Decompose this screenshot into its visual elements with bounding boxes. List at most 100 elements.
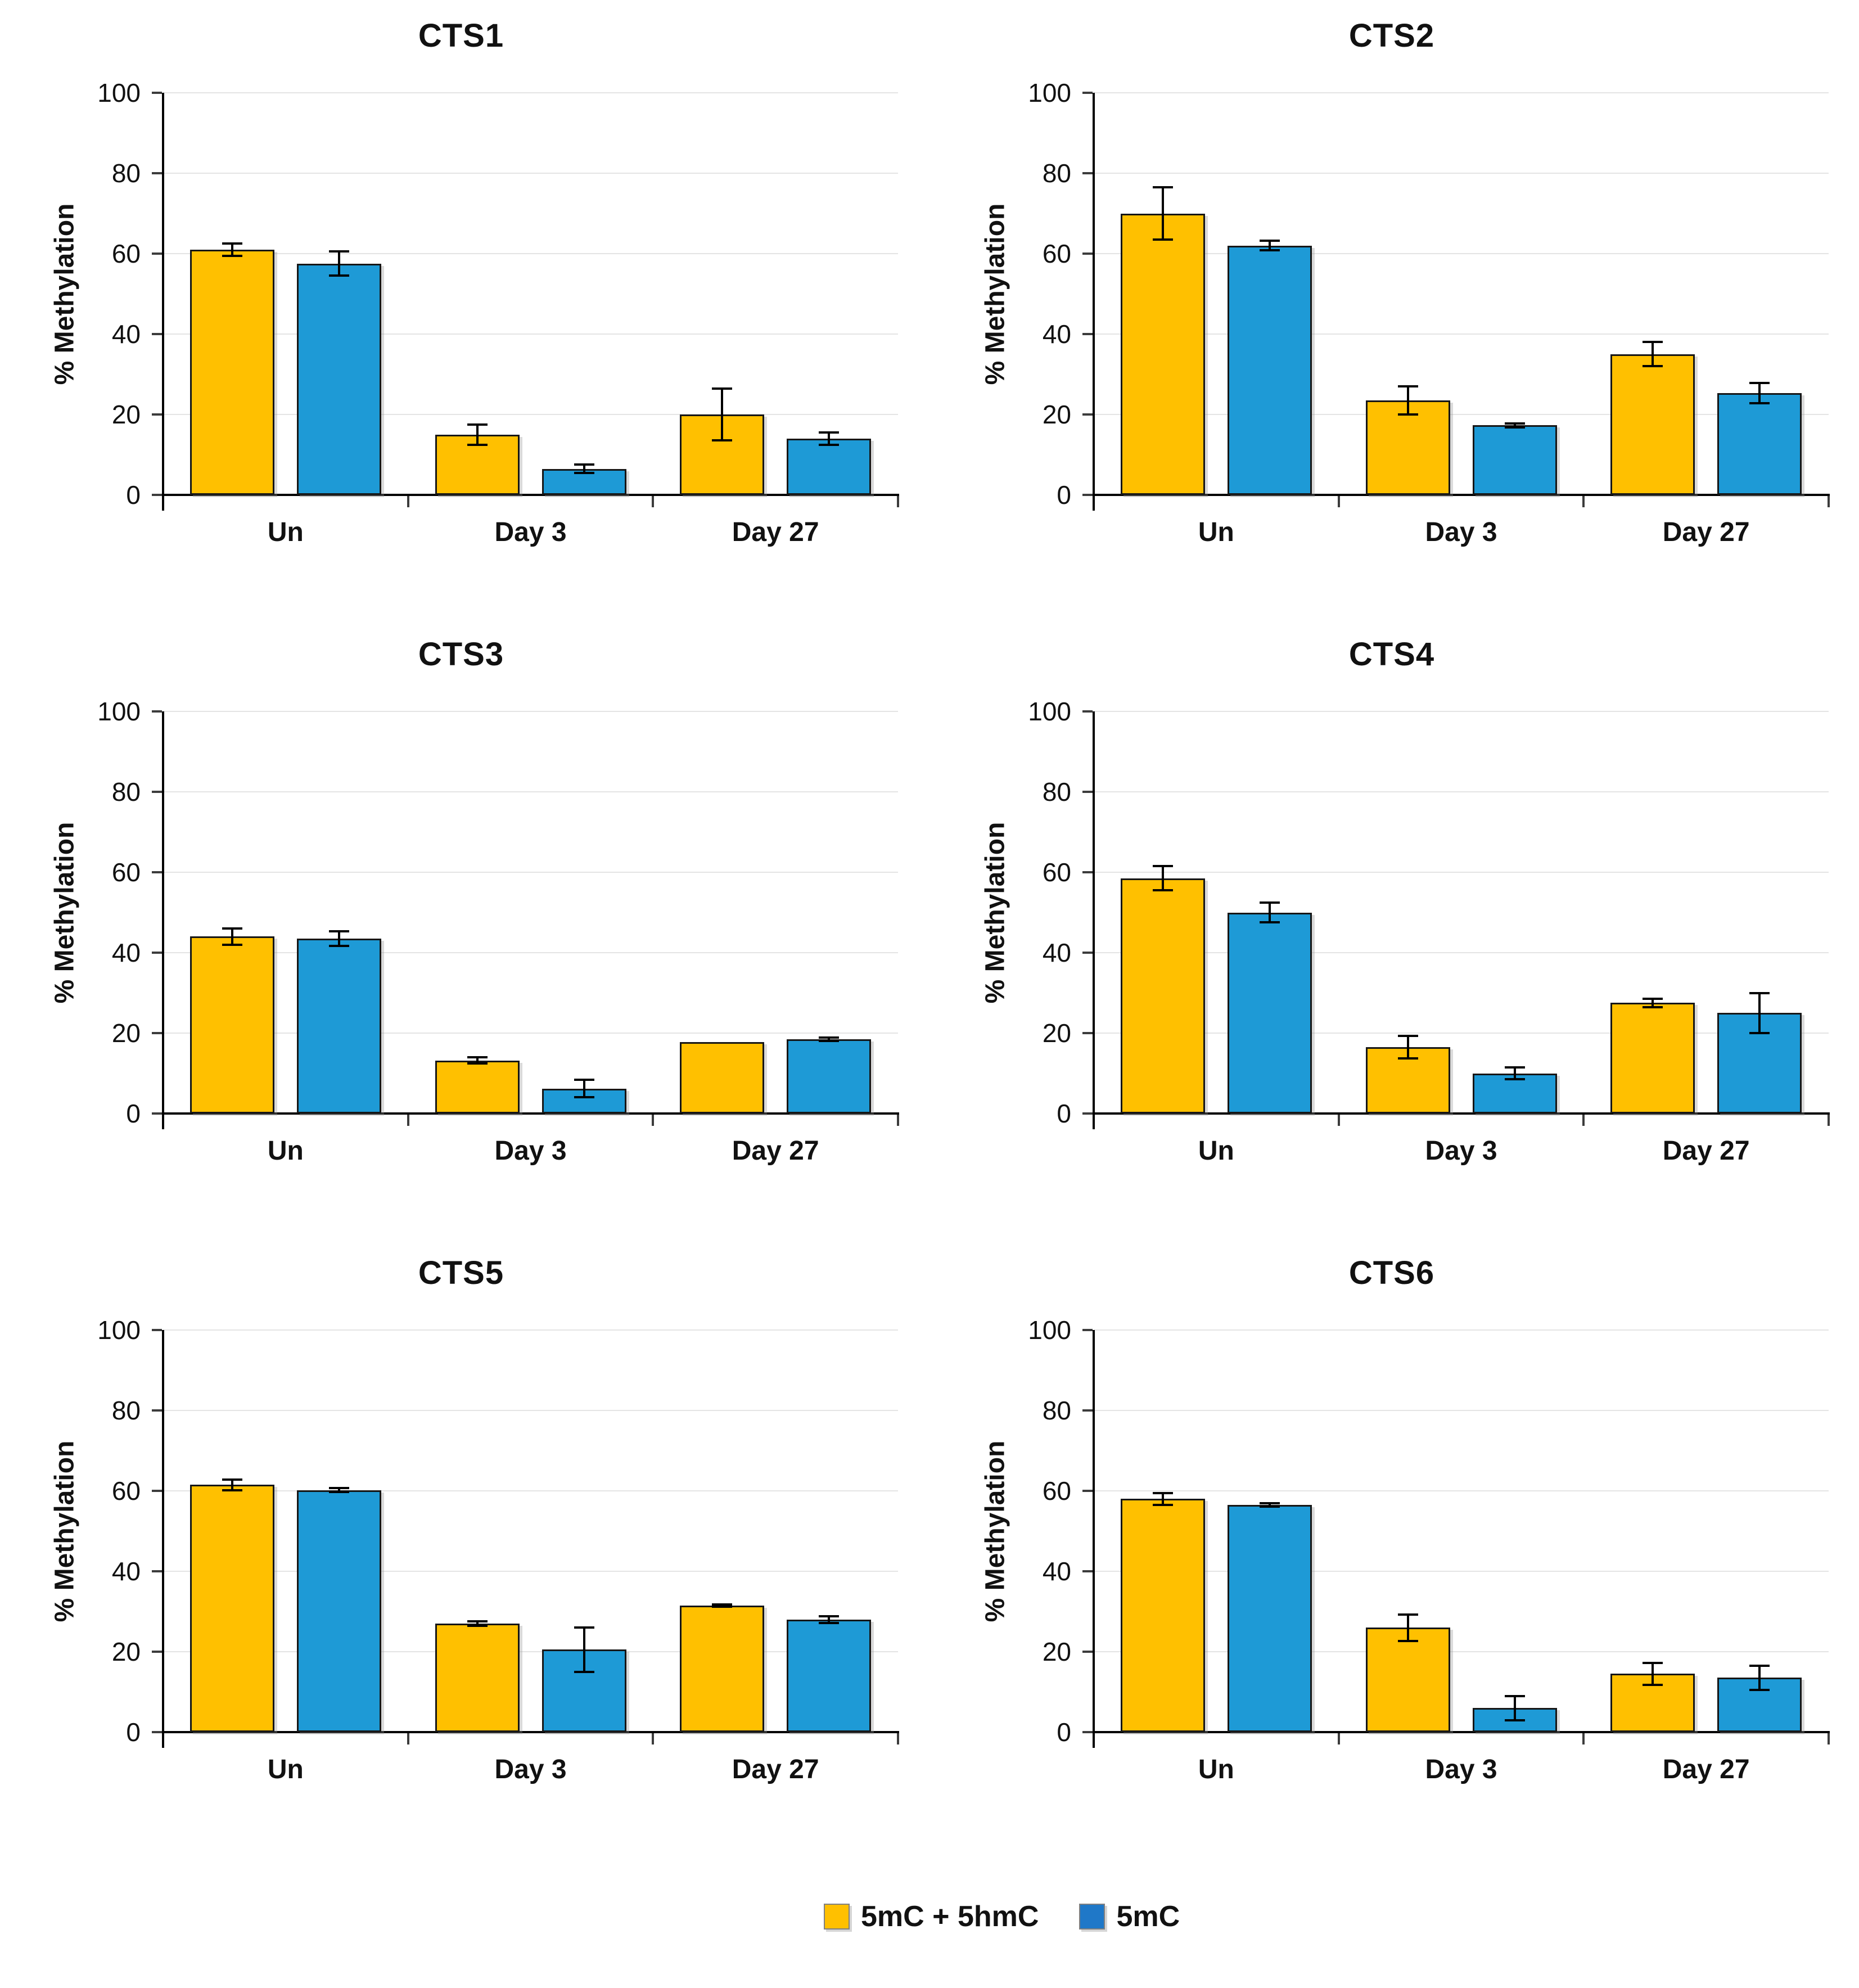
error-bar	[1268, 902, 1271, 923]
y-tick-label: 40	[111, 938, 141, 967]
y-axis	[1093, 711, 1095, 1129]
error-bar	[1758, 383, 1761, 403]
error-bar-cap	[1643, 1006, 1663, 1008]
y-axis-tick	[1082, 1032, 1093, 1034]
error-bar-cap	[1259, 240, 1280, 242]
x-axis-tick	[1582, 496, 1585, 507]
y-tick-label: 20	[1042, 400, 1071, 429]
chart-cts6: CTS6 % Methylation 0 20 40 60 80 100 Un Day 3 Day …	[953, 1237, 1830, 1833]
y-axis-tick	[152, 871, 162, 873]
error-bar-cap	[328, 250, 349, 253]
gridline	[1094, 414, 1829, 415]
gridline	[163, 173, 898, 174]
x-axis	[1093, 1112, 1830, 1115]
x-axis	[162, 494, 899, 496]
error-bar	[1268, 1503, 1271, 1507]
bar-5mc	[787, 1039, 872, 1114]
error-bar-cap	[574, 1078, 594, 1081]
error-bar	[583, 1079, 585, 1098]
x-axis-tick	[1337, 496, 1340, 507]
y-tick-label: 40	[111, 1557, 141, 1586]
error-bar-cap	[1259, 249, 1280, 252]
error-bar	[828, 1037, 831, 1041]
chart-cts5: CTS5 % Methylation 0 20 40 60 80 100 Un Day 3 Day …	[22, 1237, 900, 1833]
error-bar	[337, 1488, 340, 1493]
gridline	[1094, 791, 1829, 792]
error-bar-cap	[1397, 385, 1418, 387]
error-bar-cap	[1643, 998, 1663, 1000]
y-axis-tick	[1082, 494, 1093, 496]
gridline	[1094, 253, 1829, 254]
error-bar-cap	[222, 943, 242, 946]
y-axis	[1093, 1330, 1095, 1748]
y-axis-tick	[152, 172, 162, 174]
x-tick-label: Day 27	[732, 1755, 819, 1784]
y-axis-title: % Methylation	[49, 822, 79, 1003]
y-axis-tick	[152, 253, 162, 255]
error-bar-cap	[574, 471, 594, 474]
error-bar-cap	[467, 1056, 488, 1058]
y-tick-label: 80	[1042, 777, 1071, 806]
y-axis-title: % Methylation	[49, 203, 79, 385]
chart-cts2: CTS2 % Methylation 0 20 40 60 80 100 Un Day 3 Day …	[953, 0, 1830, 596]
y-axis-title: % Methylation	[980, 1440, 1010, 1622]
x-axis	[162, 1731, 899, 1733]
y-tick-label: 100	[1028, 1315, 1071, 1345]
y-axis-tick	[152, 1409, 162, 1412]
gridline	[163, 1490, 898, 1491]
bar-5mc	[296, 1490, 381, 1732]
error-bar-cap	[712, 439, 733, 442]
error-bar-cap	[1749, 382, 1770, 385]
y-axis-tick	[152, 92, 162, 94]
error-bar-cap	[328, 944, 349, 947]
y-axis	[162, 711, 164, 1129]
error-bar	[476, 1621, 479, 1626]
bar-5mc-5hmc	[1120, 878, 1205, 1114]
y-axis-tick	[1082, 92, 1093, 94]
error-bar	[1513, 1696, 1516, 1720]
y-axis-tick	[1082, 1409, 1093, 1412]
error-bar	[1652, 1663, 1654, 1685]
gridline	[163, 414, 898, 415]
y-axis-tick	[152, 791, 162, 793]
gridline	[1094, 1490, 1829, 1491]
error-bar-cap	[574, 1626, 594, 1629]
bar-5mc	[787, 1619, 872, 1732]
error-bar-cap	[712, 1603, 733, 1606]
x-tick-label: Un	[267, 1136, 304, 1166]
legend-label: 5mC	[1116, 1900, 1180, 1933]
error-bar-cap	[328, 1487, 349, 1489]
bar-5mc-5hmc	[1365, 1628, 1450, 1732]
error-bar-cap	[1152, 1491, 1173, 1494]
x-tick-label: Un	[267, 1755, 304, 1784]
gridline	[1094, 92, 1829, 93]
y-tick-label: 80	[1042, 159, 1071, 188]
error-bar-cap	[1504, 1719, 1525, 1721]
error-bar	[721, 1604, 724, 1607]
legend-item-5mc: 5mC	[1079, 1902, 1180, 1931]
error-bar-cap	[1749, 402, 1770, 404]
bar-5mc-5hmc	[435, 1060, 520, 1114]
plot-area	[152, 1329, 899, 1748]
x-axis-tick	[407, 1115, 409, 1126]
x-axis-tick	[897, 496, 899, 507]
y-tick-label: 0	[126, 1717, 141, 1747]
error-bar	[583, 465, 585, 473]
error-bar-cap	[328, 930, 349, 933]
x-axis-tick	[652, 1115, 655, 1126]
y-tick-label: 0	[1057, 1099, 1071, 1128]
bar-5mc-5hmc	[1610, 354, 1695, 495]
bar-5mc	[1717, 393, 1802, 495]
bar-5mc-5hmc	[1120, 213, 1205, 495]
y-tick-label: 100	[97, 78, 141, 107]
y-axis-tick	[1082, 1112, 1093, 1115]
y-axis-tick	[152, 1651, 162, 1653]
gridline	[1094, 173, 1829, 174]
x-tick-label: Day 27	[1662, 1136, 1750, 1166]
x-axis-tick	[652, 496, 655, 507]
x-tick-label: Un	[1198, 1136, 1234, 1166]
bar-5mc	[1227, 912, 1312, 1114]
error-bar-cap	[1749, 1032, 1770, 1034]
gridline	[163, 711, 898, 712]
y-axis-tick	[1082, 871, 1093, 873]
